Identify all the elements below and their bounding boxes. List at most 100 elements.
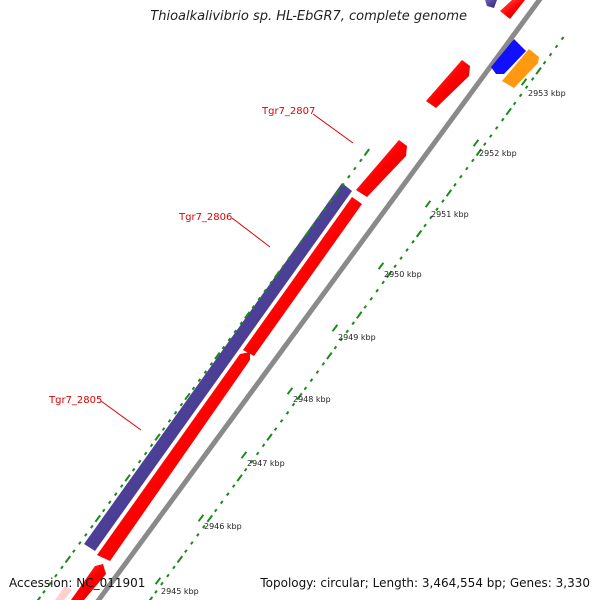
inner-tick (102, 508, 106, 513)
outer-tick (548, 52, 553, 57)
kbp-label: 2953 kbp (528, 89, 566, 98)
outer-tick (560, 36, 565, 41)
outer-tick (261, 443, 266, 448)
inner-tick (161, 427, 166, 431)
inner-tick (359, 158, 363, 163)
inner-tick (54, 573, 58, 578)
inner-tick (311, 223, 315, 228)
inner-tick (341, 182, 345, 187)
inner-tick-track (36, 148, 371, 600)
inner-tick (137, 459, 142, 464)
inner-tick (179, 402, 184, 407)
inner-tick (184, 392, 191, 401)
outer-tick (518, 93, 523, 98)
outer-tick (500, 117, 505, 122)
outer-tick (505, 107, 512, 116)
outer-tick (385, 270, 393, 279)
outer-tick (206, 514, 213, 523)
outer-tick (445, 189, 453, 197)
outer-tick (219, 500, 224, 505)
inner-tick (119, 484, 124, 488)
inner-tick (269, 280, 273, 285)
outer-tick (488, 134, 493, 138)
gene-label-tgr7-2806[interactable]: Tgr7_2806 (178, 212, 232, 223)
gene-upper-forward[interactable] (426, 60, 470, 108)
outer-tick (405, 248, 409, 252)
inner-tick (214, 352, 221, 360)
kbp-major-tick (520, 78, 528, 86)
gene-top-forward[interactable] (500, 0, 525, 19)
outer-tick (435, 207, 439, 212)
outer-tick (231, 484, 236, 488)
outer-tick (554, 44, 559, 49)
inner-tick (317, 215, 321, 220)
outer-tick (176, 555, 184, 564)
inner-tick (287, 256, 291, 260)
feature-blue[interactable] (491, 39, 526, 74)
inner-tick (90, 524, 94, 529)
gene-tgr7-2805-forward[interactable] (97, 352, 250, 561)
gene-label-tgr7-2805[interactable]: Tgr7_2805 (48, 395, 102, 406)
outer-tick (315, 370, 320, 374)
kbp-label: 2946 kbp (204, 522, 242, 531)
outer-tick (273, 427, 278, 431)
kbp-label: 2950 kbp (384, 270, 422, 279)
outer-tick (291, 402, 296, 407)
outer-tick (236, 474, 243, 482)
outer-tick (345, 329, 350, 334)
kbp-major-tick (154, 577, 162, 585)
inner-tick (191, 386, 196, 391)
outer-tick (411, 239, 415, 244)
topology-text: Topology: circular; Length: 3,464,554 bp… (260, 576, 590, 590)
outer-tick (266, 433, 273, 441)
outer-tick (393, 264, 397, 269)
gene-label-tgr7-2807[interactable]: Tgr7_2807 (261, 106, 315, 117)
inner-tick (64, 555, 72, 564)
kbp-major-tick (197, 514, 205, 522)
outer-tick (326, 352, 333, 360)
inner-tick (221, 345, 226, 350)
inner-tick (36, 596, 42, 600)
outer-tick (369, 296, 374, 301)
inner-tick (131, 467, 136, 472)
feature-orange[interactable] (502, 49, 539, 88)
outer-tick (225, 492, 230, 497)
gene-tgr7-2805-2806-reverse[interactable] (84, 183, 352, 551)
outer-tick (459, 174, 463, 179)
inner-tick (107, 500, 112, 505)
kbp-major-tick (472, 139, 480, 147)
outer-tick (154, 589, 158, 594)
outer-tick (542, 60, 547, 65)
inner-tick (124, 474, 131, 482)
gene-tgr7-2807-forward[interactable] (356, 140, 407, 197)
inner-tick (78, 541, 82, 545)
gene-bottom-forward[interactable] (71, 564, 106, 600)
gene-tgr7-2806-forward[interactable] (243, 197, 362, 356)
outer-tick (243, 467, 248, 472)
kbp-major-tick (377, 262, 385, 270)
gene-bottom-left-pale (55, 586, 72, 600)
outer-tick (495, 125, 499, 130)
outer-tick (279, 419, 284, 423)
outer-tick (202, 524, 206, 529)
outer-tick-track (148, 36, 565, 600)
outer-tick (512, 101, 517, 106)
outer-tick (255, 451, 260, 456)
outer-tick (148, 596, 154, 600)
outer-tick (453, 182, 457, 187)
outer-tick (309, 378, 314, 383)
inner-tick (167, 419, 172, 423)
outer-tick (196, 533, 200, 537)
inner-tick (239, 321, 244, 326)
outer-tick (524, 85, 529, 90)
outer-tick (475, 148, 483, 157)
outer-tick (351, 321, 356, 326)
backbone-line (95, 0, 543, 600)
outer-tick (172, 565, 176, 570)
gene-top-reverse[interactable] (485, 0, 497, 8)
inner-tick (244, 311, 251, 319)
inner-tick (173, 410, 178, 415)
inner-tick (42, 589, 46, 594)
inner-tick (299, 239, 303, 244)
